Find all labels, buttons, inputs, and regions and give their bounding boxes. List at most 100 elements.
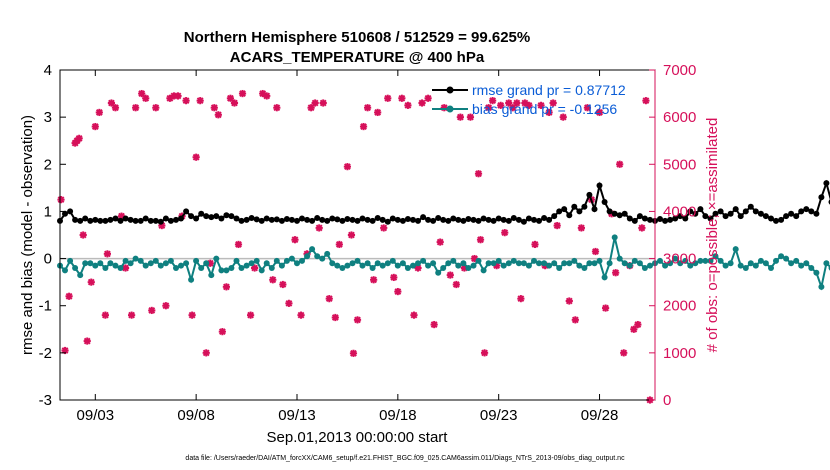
obs-point-stroke [553, 222, 561, 229]
bias-point [490, 260, 497, 267]
rmse-point [803, 206, 810, 213]
obs-point [222, 283, 230, 291]
rmse-point [465, 216, 472, 222]
obs-point-stroke [202, 349, 210, 357]
rmse-point [495, 215, 502, 222]
rmse-point [732, 206, 739, 213]
bias-point [571, 257, 578, 264]
y-left-tick-label: 4 [44, 62, 52, 79]
obs-point-stroke [103, 250, 111, 258]
bias-point [304, 253, 311, 260]
bias-point [440, 265, 447, 271]
rmse-point [647, 216, 653, 223]
obs-point-stroke [501, 229, 509, 237]
obs-point-stroke [210, 104, 218, 112]
bias-point [737, 262, 744, 269]
obs-point [142, 94, 150, 102]
bias-point [445, 260, 452, 267]
obs-point [234, 240, 243, 249]
rmse-point [546, 216, 553, 223]
bias-point [611, 234, 618, 241]
rmse-point [566, 212, 573, 219]
bias-point [410, 262, 416, 269]
obs-point-stroke [75, 134, 83, 142]
bias-point [717, 257, 724, 264]
bias-point [626, 262, 633, 269]
rmse-point [283, 216, 290, 222]
y-right-tick-label: 1000 [663, 345, 696, 362]
rmse-point [551, 213, 558, 220]
obs-point-stroke [410, 311, 418, 319]
obs-point-stroke [311, 99, 319, 107]
obs-point-stroke [279, 281, 287, 288]
obs-point-stroke [350, 349, 357, 357]
obs-point-stroke [142, 94, 150, 102]
bias-point [324, 250, 331, 257]
obs-point-stroke [477, 236, 484, 244]
obs-point [476, 236, 485, 244]
rmse-point [586, 191, 593, 198]
obs-point-stroke [259, 90, 267, 97]
obs-point-stroke [430, 321, 438, 328]
rmse-point [394, 216, 401, 223]
y-right-tick-label: 6000 [663, 109, 696, 126]
bias-point [173, 265, 179, 271]
rmse-point [520, 218, 527, 225]
x-tick-label: 09/18 [379, 407, 417, 424]
bias-point [399, 260, 406, 267]
bias-point [384, 260, 391, 267]
obs-point-stroke [404, 101, 412, 109]
bias-point [647, 262, 653, 269]
bias-point [107, 260, 114, 267]
obs-point [132, 104, 140, 112]
obs-point [363, 104, 372, 112]
obs-point [398, 94, 406, 102]
obs-point [152, 104, 160, 112]
bias-point [369, 265, 376, 271]
y-right-tick-label: 5000 [663, 156, 696, 173]
rmse-point [757, 210, 764, 217]
y-right-tick-label: 2000 [663, 298, 696, 315]
obs-point [404, 101, 412, 109]
obs-point [616, 160, 624, 168]
bias-point [344, 262, 351, 269]
bias-point [263, 260, 270, 267]
obs-point-stroke [584, 104, 591, 112]
bias-point [566, 260, 573, 267]
rmse-point [208, 214, 215, 221]
rmse-point [677, 213, 684, 220]
bias-point [773, 257, 779, 264]
bias-point [415, 260, 421, 267]
rmse-point [369, 217, 376, 224]
obs-point-stroke [390, 274, 398, 281]
bias-point [288, 255, 295, 262]
bias-point [394, 262, 401, 269]
rmse-point [399, 217, 406, 224]
obs-point [238, 89, 247, 98]
rmse-point [183, 208, 190, 215]
obs-point [311, 99, 319, 107]
bias-point [82, 260, 89, 267]
plot-background [60, 70, 655, 400]
bias-point [778, 253, 785, 260]
bias-point [697, 257, 704, 264]
obs-point [591, 247, 600, 256]
rmse-point [238, 217, 245, 224]
obs-point [517, 295, 525, 303]
obs-point-stroke [118, 212, 125, 220]
obs-point-stroke [565, 297, 573, 305]
obs-point [638, 224, 646, 232]
rmse-point [475, 217, 482, 224]
obs-point-stroke [335, 241, 343, 248]
obs-point-stroke [505, 99, 513, 107]
obs-point-stroke [108, 99, 115, 107]
obs-point-stroke [227, 94, 234, 102]
bias-point [823, 260, 830, 267]
bias-point [157, 262, 164, 269]
bias-point [167, 257, 174, 264]
bias-point [87, 260, 94, 267]
obs-point [273, 104, 281, 112]
obs-point-stroke [638, 224, 646, 232]
obs-point [537, 101, 545, 109]
obs-point-stroke [531, 241, 539, 248]
